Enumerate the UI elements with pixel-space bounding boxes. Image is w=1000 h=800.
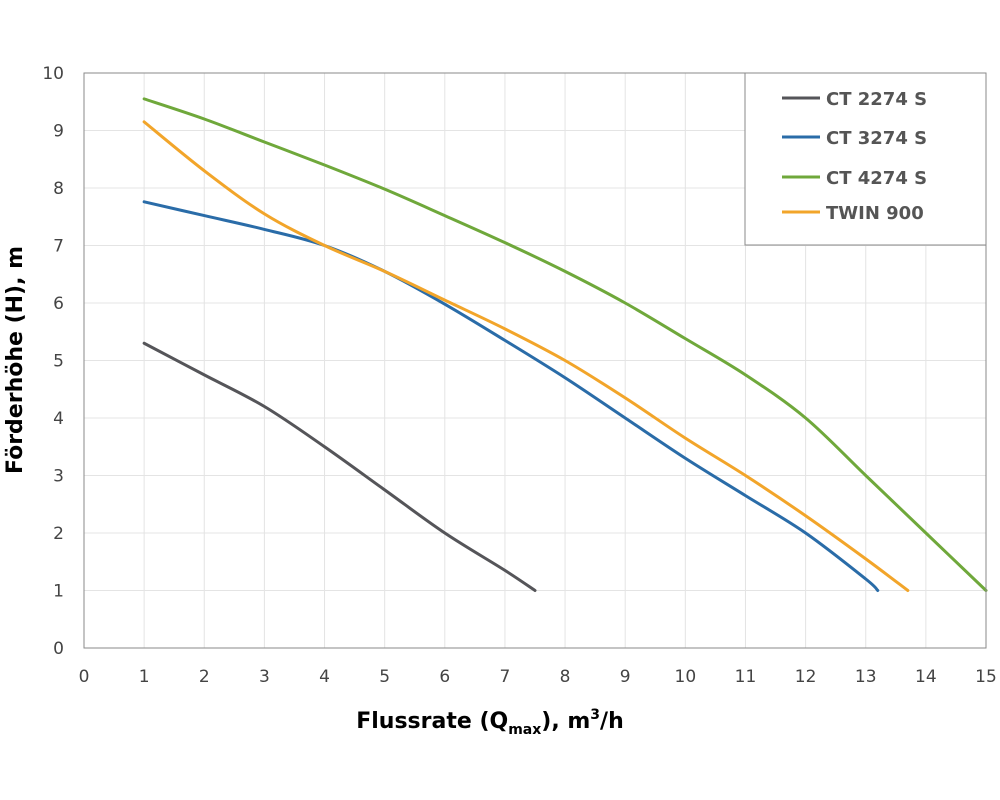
series-line-twin-900 [142, 120, 910, 592]
legend-label-ct-3274-s: CT 3274 S [826, 128, 927, 149]
y-tick-label: 7 [53, 237, 64, 257]
legend-label-twin-900: TWIN 900 [826, 203, 924, 224]
legend-label-ct-4274-s: CT 4274 S [826, 168, 927, 189]
y-tick-label: 6 [53, 294, 64, 314]
x-tick-label: 10 [675, 667, 697, 687]
plot-frame [83, 72, 987, 649]
x-tick-label: 6 [439, 667, 450, 687]
x-tick-label: 14 [915, 667, 937, 687]
legend-box [744, 72, 987, 246]
x-axis-title-subscript: max [508, 722, 541, 738]
x-tick-label: 15 [975, 667, 997, 687]
y-tick-label: 10 [42, 64, 64, 84]
y-tick-label: 0 [53, 639, 64, 659]
x-tick-label: 0 [79, 667, 90, 687]
x-axis-title-middle: ), m [541, 709, 590, 734]
x-tick-label: 5 [379, 667, 390, 687]
series-lines [142, 97, 988, 592]
y-axis-title: Förderhöhe (H), m [3, 246, 28, 474]
x-axis-title-superscript: 3 [590, 707, 600, 723]
x-tick-label: 8 [560, 667, 571, 687]
y-tick-labels: 0 1 2 3 4 5 6 7 8 9 10 [42, 64, 64, 659]
x-tick-label: 7 [500, 667, 511, 687]
y-tick-label: 2 [53, 524, 64, 544]
x-axis-title-prefix: Flussrate (Q [356, 709, 508, 734]
y-tick-label: 8 [53, 179, 64, 199]
y-tick-label: 5 [53, 352, 64, 372]
y-tick-label: 3 [53, 467, 64, 487]
x-tick-label: 11 [735, 667, 757, 687]
x-tick-label: 9 [620, 667, 631, 687]
series-line-ct-3274-s [142, 200, 880, 592]
x-tick-label: 12 [795, 667, 817, 687]
legend: CT 2274 S CT 3274 S CT 4274 S TWIN 900 [744, 72, 987, 246]
y-tick-label: 9 [53, 122, 64, 142]
y-tick-label: 4 [53, 409, 64, 429]
series-line-ct-4274-s [142, 97, 988, 592]
x-tick-label: 2 [199, 667, 210, 687]
x-tick-label: 3 [259, 667, 270, 687]
y-tick-label: 1 [53, 582, 64, 602]
series-line-ct-2274-s [142, 341, 537, 592]
x-axis-title: Flussrate (Qmax), m3/h [356, 707, 624, 738]
legend-label-ct-2274-s: CT 2274 S [826, 89, 927, 110]
x-tick-label: 1 [139, 667, 150, 687]
x-tick-label: 13 [855, 667, 877, 687]
x-tick-labels: 0 1 2 3 4 5 6 7 8 9 10 11 12 13 14 15 [79, 667, 997, 687]
x-axis-title-suffix: /h [600, 709, 624, 734]
x-tick-label: 4 [319, 667, 330, 687]
